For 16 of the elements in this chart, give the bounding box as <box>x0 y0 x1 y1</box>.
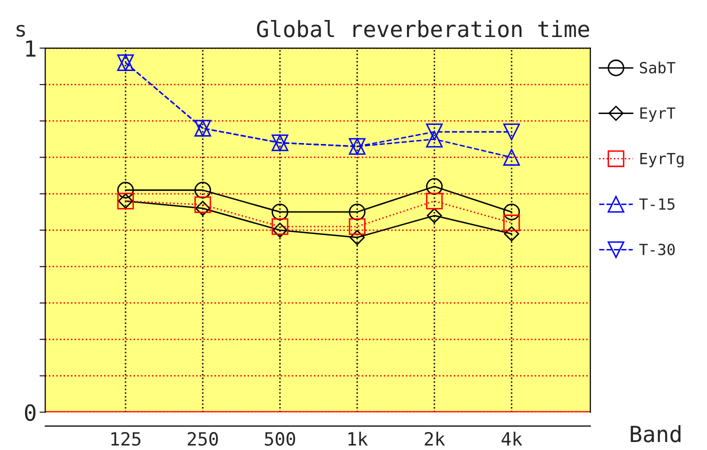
legend-label: EyrT <box>640 108 676 122</box>
legend-label: T-15 <box>639 198 674 210</box>
x-tick-label: 2k <box>424 432 445 446</box>
x-tick-label: 250 <box>188 432 218 446</box>
x-tick-label: 1k <box>348 432 368 446</box>
legend-label: EyrTg <box>640 152 684 168</box>
y-tick-label: 0 <box>24 404 36 422</box>
x-tick-label: 125 <box>111 432 140 446</box>
chart-title: Global reverberation time <box>256 20 590 38</box>
x-tick-label: 500 <box>264 432 296 446</box>
y-tick-label: 1 <box>26 40 36 57</box>
x-tick-label: 4k <box>502 432 522 446</box>
legend-label: SabT <box>640 62 676 74</box>
x-axis-title: Band <box>630 425 680 442</box>
y-axis-title: s <box>16 24 25 37</box>
legend-label: T-30 <box>639 244 675 256</box>
